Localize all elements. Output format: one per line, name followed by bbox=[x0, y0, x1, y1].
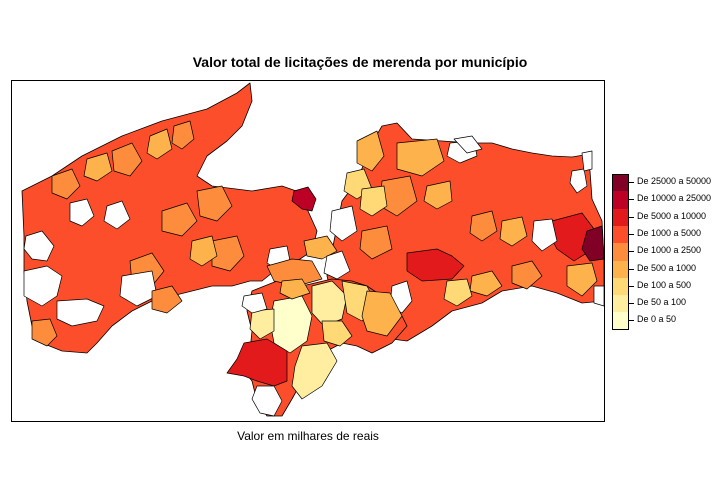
legend-swatch bbox=[612, 295, 629, 313]
muni-e17 bbox=[511, 260, 543, 290]
legend-swatch bbox=[612, 225, 629, 244]
muni-w12 bbox=[161, 202, 198, 237]
legend-swatch bbox=[612, 191, 629, 209]
muni-e9 bbox=[406, 248, 465, 282]
muni-w18 bbox=[189, 235, 218, 267]
legend-label: De 10000 a 25000 bbox=[637, 193, 712, 204]
muni-e14 bbox=[581, 150, 593, 172]
muni-s10 bbox=[279, 278, 311, 300]
muni-e11 bbox=[581, 225, 604, 262]
x-axis-label: Valor em milhares de reais bbox=[237, 429, 379, 443]
muni-s8 bbox=[321, 320, 353, 347]
muni-w14 bbox=[211, 235, 245, 272]
muni-s6 bbox=[226, 338, 288, 387]
muni-w4 bbox=[51, 168, 81, 200]
legend-tick bbox=[629, 285, 634, 287]
muni-e16 bbox=[566, 262, 598, 297]
map-panel bbox=[11, 80, 605, 422]
legend-item: De 500 a 1000 bbox=[612, 260, 720, 279]
muni-e7 bbox=[359, 185, 388, 217]
muni-w3 bbox=[56, 298, 105, 327]
legend-label: De 1000 a 2500 bbox=[637, 245, 702, 256]
muni-e22 bbox=[359, 225, 393, 260]
legend-swatch bbox=[612, 208, 629, 226]
muni-e24 bbox=[469, 210, 498, 242]
muni-s7 bbox=[251, 385, 283, 417]
muni-s9 bbox=[249, 308, 275, 340]
legend-item: De 0 a 50 bbox=[612, 312, 720, 330]
muni-w15 bbox=[119, 270, 158, 307]
muni-w16 bbox=[31, 318, 58, 347]
legend-item: De 10000 a 25000 bbox=[612, 191, 720, 209]
muni-s4 bbox=[361, 290, 403, 337]
legend-label: De 5000 a 10000 bbox=[637, 210, 707, 221]
legend-label: De 50 a 100 bbox=[637, 297, 687, 308]
muni-w7 bbox=[146, 128, 173, 160]
legend-swatch bbox=[612, 277, 629, 296]
muni-e8 bbox=[329, 205, 358, 242]
muni-w20 bbox=[266, 258, 323, 287]
legend-label: De 500 a 1000 bbox=[637, 262, 697, 273]
muni-e6 bbox=[423, 180, 453, 210]
muni-w13 bbox=[196, 185, 233, 222]
muni-w8 bbox=[171, 120, 195, 150]
muni-e23 bbox=[499, 216, 528, 247]
legend-label: De 0 a 50 bbox=[637, 314, 677, 325]
legend-item: De 1000 a 2500 bbox=[612, 243, 720, 261]
legend-tick bbox=[629, 268, 634, 270]
muni-s11 bbox=[241, 292, 268, 314]
muni-w21 bbox=[291, 186, 317, 212]
legend-label: De 1000 a 5000 bbox=[637, 227, 702, 238]
muni-w10 bbox=[103, 200, 131, 230]
legend-label: De 100 a 500 bbox=[637, 279, 692, 290]
muni-e19 bbox=[443, 278, 473, 307]
muni-w5 bbox=[83, 152, 113, 182]
legend-swatch bbox=[612, 243, 629, 261]
legend-item: De 1000 a 5000 bbox=[612, 225, 720, 244]
legend-tick bbox=[629, 199, 634, 201]
legend-item: De 100 a 500 bbox=[612, 277, 720, 296]
legend-tick bbox=[629, 216, 634, 218]
muni-e3 bbox=[396, 138, 445, 177]
legend-tick bbox=[629, 251, 634, 253]
muni-e15 bbox=[453, 135, 483, 154]
map-title: Valor total de licitações de merenda por… bbox=[192, 54, 528, 70]
legend-tick bbox=[629, 233, 634, 235]
muni-w17 bbox=[151, 285, 183, 314]
muni-e1 bbox=[356, 130, 385, 172]
legend-item: De 5000 a 10000 bbox=[612, 208, 720, 227]
legend-swatch bbox=[612, 260, 629, 278]
legend-tick bbox=[629, 320, 634, 322]
legend-tick bbox=[629, 303, 634, 305]
muni-w6 bbox=[111, 142, 143, 177]
muni-w9 bbox=[69, 198, 95, 227]
legend-swatch bbox=[612, 174, 629, 192]
muni-e13 bbox=[569, 168, 588, 194]
muni-e12 bbox=[531, 218, 558, 252]
muni-s5 bbox=[291, 342, 338, 400]
legend-item: De 50 a 100 bbox=[612, 295, 720, 313]
legend-item: De 25000 a 50000 bbox=[612, 174, 720, 192]
muni-w23 bbox=[323, 250, 351, 280]
legend-tick bbox=[629, 182, 634, 183]
legend-label: De 25000 a 50000 bbox=[637, 176, 712, 186]
muni-s2 bbox=[311, 280, 348, 327]
legend-swatch bbox=[612, 312, 629, 330]
muni-e21 bbox=[593, 285, 604, 307]
muni-e18 bbox=[469, 270, 503, 297]
muni-w2 bbox=[23, 265, 63, 307]
muni-w1 bbox=[23, 230, 55, 262]
paraiba-choropleth-map bbox=[21, 82, 604, 417]
